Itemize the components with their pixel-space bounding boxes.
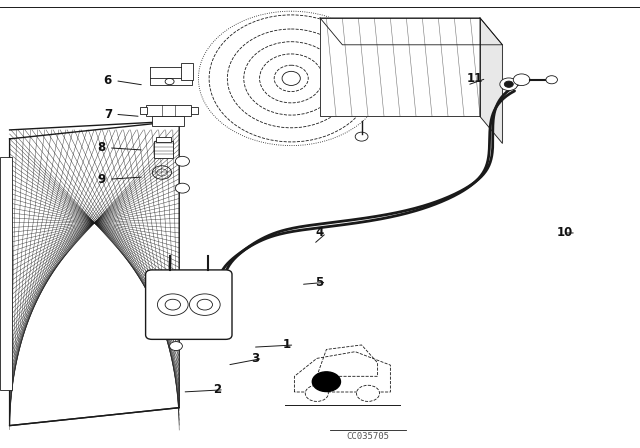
Polygon shape [317,345,378,376]
Circle shape [356,385,380,401]
Bar [150,78,192,85]
Circle shape [504,81,513,87]
Text: 11: 11 [467,72,483,85]
Circle shape [175,156,189,166]
Text: 9: 9 [97,172,106,186]
Bar [156,137,171,142]
Polygon shape [480,18,502,143]
Text: 5: 5 [315,276,323,289]
Circle shape [500,78,518,90]
Text: 8: 8 [97,141,106,155]
Polygon shape [320,18,480,116]
Circle shape [513,74,530,86]
Polygon shape [10,121,179,426]
Bar [0,157,12,390]
Circle shape [312,372,340,392]
Text: 7: 7 [104,108,112,121]
Bar [152,116,184,126]
Bar [181,63,193,80]
Text: 6: 6 [104,74,112,87]
Text: 2: 2 [212,383,221,396]
Circle shape [175,183,189,193]
Bar [191,107,198,114]
Bar [140,107,147,114]
FancyBboxPatch shape [146,270,232,340]
Circle shape [170,342,182,351]
Text: 4: 4 [315,226,323,240]
Text: CC035705: CC035705 [346,432,390,441]
Polygon shape [294,352,390,392]
Text: 10: 10 [557,226,573,240]
Polygon shape [10,121,179,426]
Circle shape [305,385,328,401]
Text: 3: 3 [251,352,259,365]
Polygon shape [320,18,502,45]
Bar [146,105,191,116]
Text: 1: 1 [283,338,291,352]
Circle shape [546,76,557,84]
Bar [154,141,173,158]
